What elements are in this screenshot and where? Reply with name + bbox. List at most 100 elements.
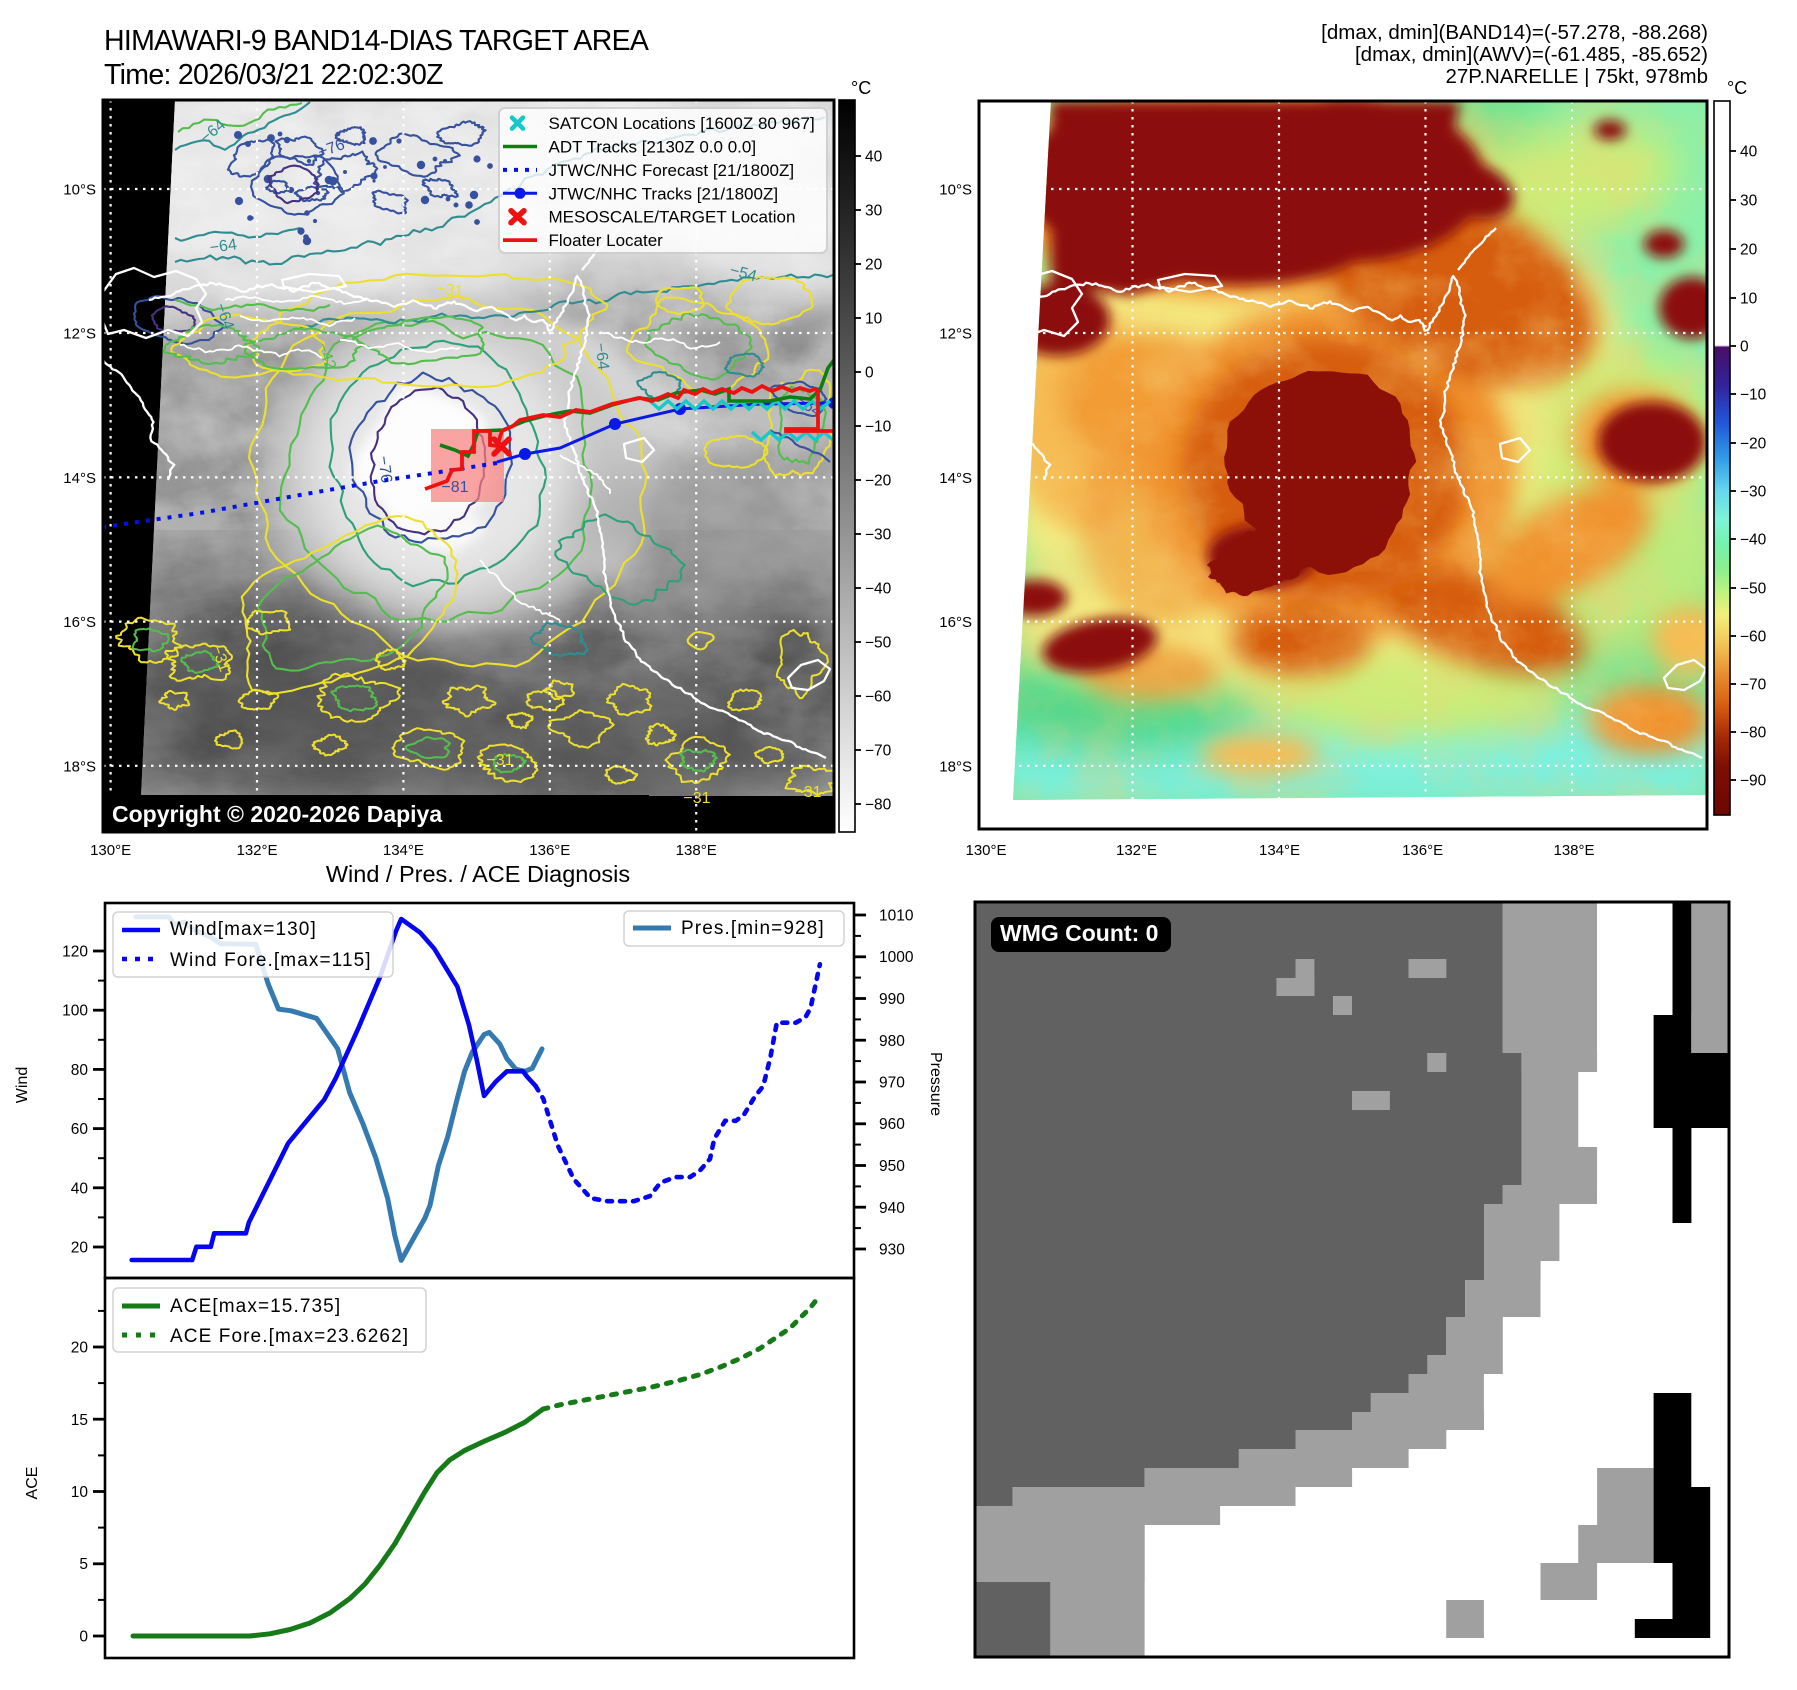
svg-text:1010: 1010 (879, 908, 914, 925)
svg-text:10°S: 10°S (939, 182, 972, 199)
svg-text:15: 15 (71, 1412, 88, 1429)
svg-text:−80: −80 (865, 797, 892, 814)
svg-text:14°S: 14°S (939, 470, 972, 487)
svg-text:960: 960 (879, 1116, 905, 1133)
svg-text:Pres.[min=928]: Pres.[min=928] (681, 918, 825, 939)
svg-text:°C: °C (851, 78, 871, 98)
svg-text:−31: −31 (683, 790, 710, 807)
svg-text:10: 10 (71, 1484, 89, 1501)
svg-text:16°S: 16°S (63, 614, 96, 631)
svg-text:134°E: 134°E (383, 842, 424, 859)
svg-text:[dmax, dmin](AWV)=(-61.485, -8: [dmax, dmin](AWV)=(-61.485, -85.652) (1355, 43, 1708, 66)
svg-text:ACE[max=15.735]: ACE[max=15.735] (170, 1296, 341, 1317)
svg-text:ACE: ACE (24, 1467, 41, 1500)
svg-text:ACE Fore.[max=23.6262]: ACE Fore.[max=23.6262] (170, 1326, 409, 1347)
svg-text:20: 20 (1740, 242, 1758, 259)
svg-text:40: 40 (71, 1180, 89, 1197)
svg-text:0: 0 (1740, 339, 1749, 356)
svg-text:10: 10 (1740, 291, 1758, 308)
svg-text:−64: −64 (209, 236, 238, 257)
svg-text:−20: −20 (865, 473, 892, 490)
svg-text:[dmax, dmin](BAND14)=(-57.278,: [dmax, dmin](BAND14)=(-57.278, -88.268) (1321, 21, 1708, 44)
svg-text:−81: −81 (441, 479, 468, 496)
svg-text:Wind / Pres. / ACE Diagnosis: Wind / Pres. / ACE Diagnosis (326, 861, 630, 887)
svg-text:−70: −70 (1740, 677, 1767, 694)
svg-text:−10: −10 (865, 419, 892, 436)
svg-text:HIMAWARI-9 BAND14-DIAS TARGET: HIMAWARI-9 BAND14-DIAS TARGET AREA (104, 25, 649, 57)
svg-text:136°E: 136°E (1402, 842, 1443, 859)
svg-text:970: 970 (879, 1075, 905, 1092)
svg-text:Floater Locater: Floater Locater (549, 231, 664, 250)
svg-text:−31: −31 (435, 280, 464, 301)
svg-text:940: 940 (879, 1200, 905, 1217)
svg-text:ADT Tracks [2130Z 0.0 0.0]: ADT Tracks [2130Z 0.0 0.0] (549, 138, 757, 157)
svg-text:Copyright © 2020-2026 Dapiya: Copyright © 2020-2026 Dapiya (112, 801, 442, 827)
svg-text:JTWC/NHC Forecast [21/1800Z]: JTWC/NHC Forecast [21/1800Z] (549, 161, 795, 180)
svg-text:980: 980 (879, 1033, 905, 1050)
svg-text:WMG Count: 0: WMG Count: 0 (1000, 920, 1158, 946)
svg-text:−50: −50 (1740, 581, 1767, 598)
svg-text:20: 20 (71, 1340, 89, 1357)
svg-text:138°E: 138°E (676, 842, 717, 859)
svg-text:SATCON Locations [1600Z 80 967: SATCON Locations [1600Z 80 967] (549, 114, 815, 133)
svg-text:1000: 1000 (879, 949, 914, 966)
svg-text:30: 30 (1740, 193, 1758, 210)
svg-text:132°E: 132°E (236, 842, 277, 859)
svg-text:Wind[max=130]: Wind[max=130] (170, 919, 317, 940)
svg-text:−40: −40 (865, 581, 892, 598)
svg-text:130°E: 130°E (965, 842, 1006, 859)
svg-text:−90: −90 (1740, 773, 1767, 790)
svg-text:Pressure: Pressure (927, 1052, 944, 1116)
svg-text:5: 5 (79, 1556, 88, 1573)
svg-text:120: 120 (62, 944, 88, 961)
svg-text:−31: −31 (486, 752, 513, 769)
svg-text:−30: −30 (865, 527, 892, 544)
svg-text:−10: −10 (1740, 387, 1767, 404)
svg-text:40: 40 (865, 149, 883, 166)
svg-text:°C: °C (1727, 78, 1747, 98)
svg-text:18°S: 18°S (63, 758, 96, 775)
svg-text:Wind: Wind (14, 1067, 31, 1103)
svg-text:18°S: 18°S (939, 758, 972, 775)
svg-text:40: 40 (1740, 144, 1758, 161)
svg-text:12°S: 12°S (63, 326, 96, 343)
svg-text:10°S: 10°S (63, 182, 96, 199)
svg-text:−70: −70 (865, 743, 892, 760)
svg-text:−50: −50 (865, 635, 892, 652)
svg-text:20: 20 (71, 1240, 89, 1257)
svg-text:Time: 2026/03/21 22:02:30Z: Time: 2026/03/21 22:02:30Z (104, 59, 443, 91)
svg-text:−40: −40 (1740, 532, 1767, 549)
svg-text:−60: −60 (865, 689, 892, 706)
svg-text:20: 20 (865, 257, 883, 274)
svg-text:134°E: 134°E (1259, 842, 1300, 859)
svg-text:990: 990 (879, 991, 905, 1008)
svg-text:60: 60 (71, 1121, 89, 1138)
svg-text:−20: −20 (1740, 436, 1767, 453)
svg-text:Wind Fore.[max=115]: Wind Fore.[max=115] (170, 950, 372, 971)
svg-text:−54: −54 (728, 262, 759, 285)
svg-text:930: 930 (879, 1242, 905, 1259)
svg-text:JTWC/NHC Tracks [21/1800Z]: JTWC/NHC Tracks [21/1800Z] (549, 184, 779, 203)
svg-text:16°S: 16°S (939, 614, 972, 631)
svg-text:−76: −76 (374, 455, 394, 484)
svg-text:0: 0 (865, 365, 874, 382)
svg-text:10: 10 (865, 311, 883, 328)
svg-text:30: 30 (865, 203, 883, 220)
svg-text:−80: −80 (1740, 725, 1767, 742)
svg-text:950: 950 (879, 1158, 905, 1175)
svg-text:138°E: 138°E (1553, 842, 1594, 859)
svg-text:−30: −30 (1740, 484, 1767, 501)
svg-text:−64: −64 (591, 342, 611, 371)
svg-text:136°E: 136°E (529, 842, 570, 859)
svg-text:0: 0 (79, 1629, 88, 1646)
svg-text:132°E: 132°E (1116, 842, 1157, 859)
svg-text:−60: −60 (1740, 629, 1767, 646)
svg-text:14°S: 14°S (63, 470, 96, 487)
svg-text:MESOSCALE/TARGET Location: MESOSCALE/TARGET Location (549, 208, 796, 227)
svg-text:−31: −31 (794, 784, 821, 801)
svg-text:80: 80 (71, 1062, 89, 1079)
svg-text:27P.NARELLE | 75kt, 978mb: 27P.NARELLE | 75kt, 978mb (1446, 65, 1709, 88)
svg-text:100: 100 (62, 1003, 88, 1020)
svg-text:12°S: 12°S (939, 326, 972, 343)
svg-text:130°E: 130°E (90, 842, 131, 859)
